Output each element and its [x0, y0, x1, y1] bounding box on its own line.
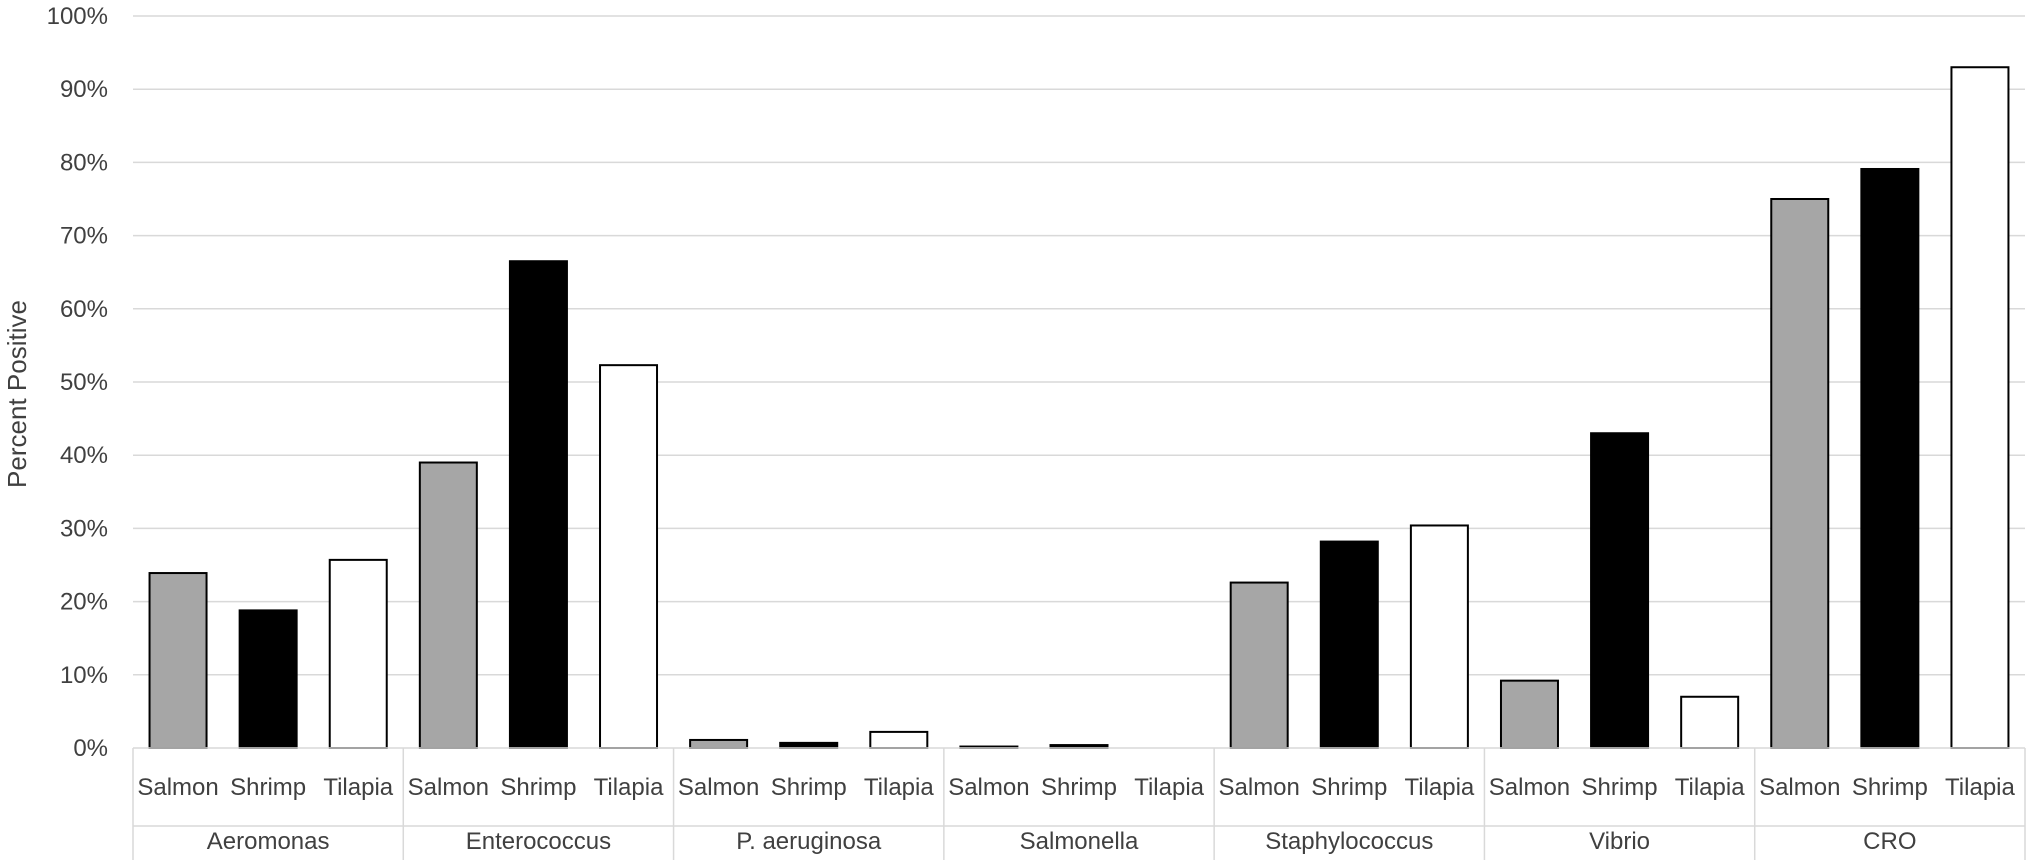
x-axis: Salmon Shrimp Tilapia Aeromonas Salmon Shrimp…: [132, 747, 2026, 860]
x-category-label: Shrimp: [230, 774, 306, 801]
bar-shrimp: [508, 260, 568, 749]
y-tick-label: 0%: [73, 735, 108, 762]
bar-salmon: [1229, 581, 1289, 749]
x-group-label: P. aeruginosa: [736, 828, 882, 855]
x-category-label: Salmon: [1759, 774, 1840, 801]
x-group-label: Salmonella: [1020, 828, 1139, 855]
bar-tilapia: [1409, 524, 1469, 749]
y-tick-label: 40%: [60, 442, 108, 469]
bar-salmon: [148, 572, 208, 749]
bar-tilapia: [869, 730, 929, 749]
y-axis-title: Percent Positive: [2, 300, 32, 488]
x-category-label: Shrimp: [1582, 774, 1658, 801]
x-category-label: Shrimp: [1852, 774, 1928, 801]
bars: [148, 66, 2010, 750]
x-category-label: Salmon: [948, 774, 1029, 801]
y-tick-label: 30%: [60, 515, 108, 542]
bar-salmon: [1499, 679, 1559, 750]
x-category-label: Tilapia: [1134, 774, 1204, 801]
y-tick-label: 70%: [60, 223, 108, 250]
bar-tilapia: [599, 364, 659, 749]
x-category-label: Tilapia: [1404, 774, 1474, 801]
x-category-label: Tilapia: [323, 774, 393, 801]
x-category-label: Shrimp: [1041, 774, 1117, 801]
y-tick-label: 90%: [60, 76, 108, 103]
x-category-label: Tilapia: [594, 774, 664, 801]
x-group-label: Aeromonas: [207, 828, 330, 855]
y-tick-label: 10%: [60, 662, 108, 689]
bar-shrimp: [1319, 540, 1379, 749]
bar-salmon: [689, 738, 749, 749]
bar-shrimp: [238, 609, 298, 749]
x-category-label: Tilapia: [1675, 774, 1745, 801]
x-group-label: Staphylococcus: [1265, 828, 1433, 855]
x-category-label: Shrimp: [1311, 774, 1387, 801]
x-category-label: Tilapia: [1945, 774, 2015, 801]
x-category-label: Salmon: [678, 774, 759, 801]
x-category-label: Shrimp: [771, 774, 847, 801]
bar-salmon: [1770, 198, 1830, 749]
bar-shrimp: [779, 741, 839, 749]
y-axis-tick-labels: 0% 10% 20% 30% 40% 50% 60% 70% 80% 90% 100%: [47, 3, 108, 762]
x-category-label: Shrimp: [500, 774, 576, 801]
x-category-label: Salmon: [1219, 774, 1300, 801]
x-category-label: Salmon: [408, 774, 489, 801]
y-tick-label: 50%: [60, 369, 108, 396]
gridlines: [133, 15, 2025, 676]
bar-shrimp: [1590, 432, 1650, 749]
y-tick-label: 60%: [60, 296, 108, 323]
bar-shrimp: [1860, 167, 1920, 750]
bar-tilapia: [1950, 66, 2010, 750]
x-category-label: Salmon: [137, 774, 218, 801]
x-group-label: CRO: [1863, 828, 1916, 855]
x-category-label: Salmon: [1489, 774, 1570, 801]
x-category-label: Tilapia: [864, 774, 934, 801]
y-tick-label: 80%: [60, 149, 108, 176]
bar-tilapia: [1680, 695, 1740, 750]
bar-salmon: [418, 461, 478, 749]
bar-tilapia: [328, 558, 388, 749]
y-tick-label: 20%: [60, 589, 108, 616]
y-tick-label: 100%: [47, 3, 108, 30]
x-group-label: Enterococcus: [466, 828, 611, 855]
x-group-label: Vibrio: [1589, 828, 1650, 855]
